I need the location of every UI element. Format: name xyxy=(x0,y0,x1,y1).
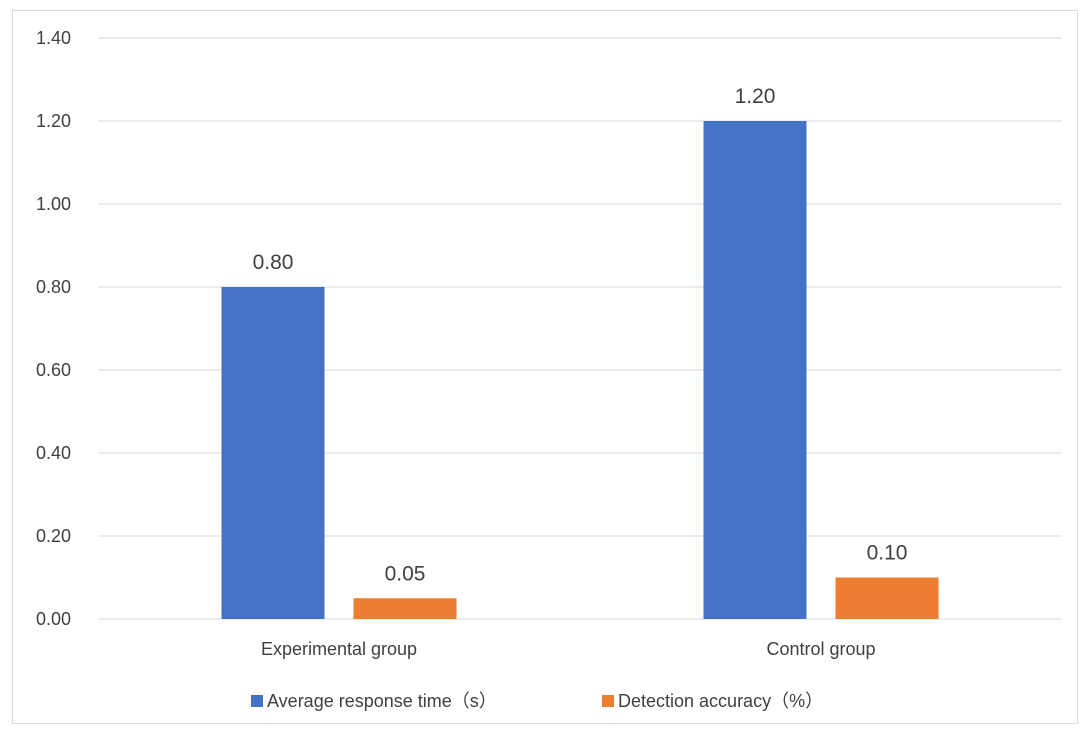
legend-swatch xyxy=(251,695,263,707)
bar-series-1-category-0 xyxy=(353,598,457,619)
bar-series-0-category-1 xyxy=(703,121,807,619)
x-axis-categories: Experimental group Control group xyxy=(261,639,876,659)
data-label-series-1-category-0: 0.05 xyxy=(385,562,426,585)
category-label: Control group xyxy=(766,639,875,659)
y-tick-label: 0.60 xyxy=(36,360,71,380)
y-tick-label: 0.40 xyxy=(36,443,71,463)
y-tick-label: 0.00 xyxy=(36,609,71,629)
bar-series-0-category-0 xyxy=(221,287,325,619)
y-axis-ticks: 0.00 0.20 0.40 0.60 0.80 1.00 1.20 1.40 xyxy=(36,28,71,629)
legend: Average response time（s） Detection accura… xyxy=(251,691,823,711)
data-label-series-0-category-0: 0.80 xyxy=(253,251,294,274)
legend-swatch xyxy=(602,695,614,707)
y-tick-label: 1.40 xyxy=(36,28,71,48)
y-tick-label: 0.20 xyxy=(36,526,71,546)
legend-label: Average response time（s） xyxy=(267,691,497,711)
y-tick-label: 1.00 xyxy=(36,194,71,214)
data-labels: 0.80 0.05 1.20 0.10 xyxy=(253,85,908,585)
category-label: Experimental group xyxy=(261,639,417,659)
legend-label: Detection accuracy（%） xyxy=(618,691,823,711)
y-tick-label: 1.20 xyxy=(36,111,71,131)
data-label-series-1-category-1: 0.10 xyxy=(867,542,908,565)
bar-series-1-category-1 xyxy=(835,577,939,619)
data-label-series-0-category-1: 1.20 xyxy=(735,85,776,108)
y-tick-label: 0.80 xyxy=(36,277,71,297)
bars xyxy=(221,121,939,619)
